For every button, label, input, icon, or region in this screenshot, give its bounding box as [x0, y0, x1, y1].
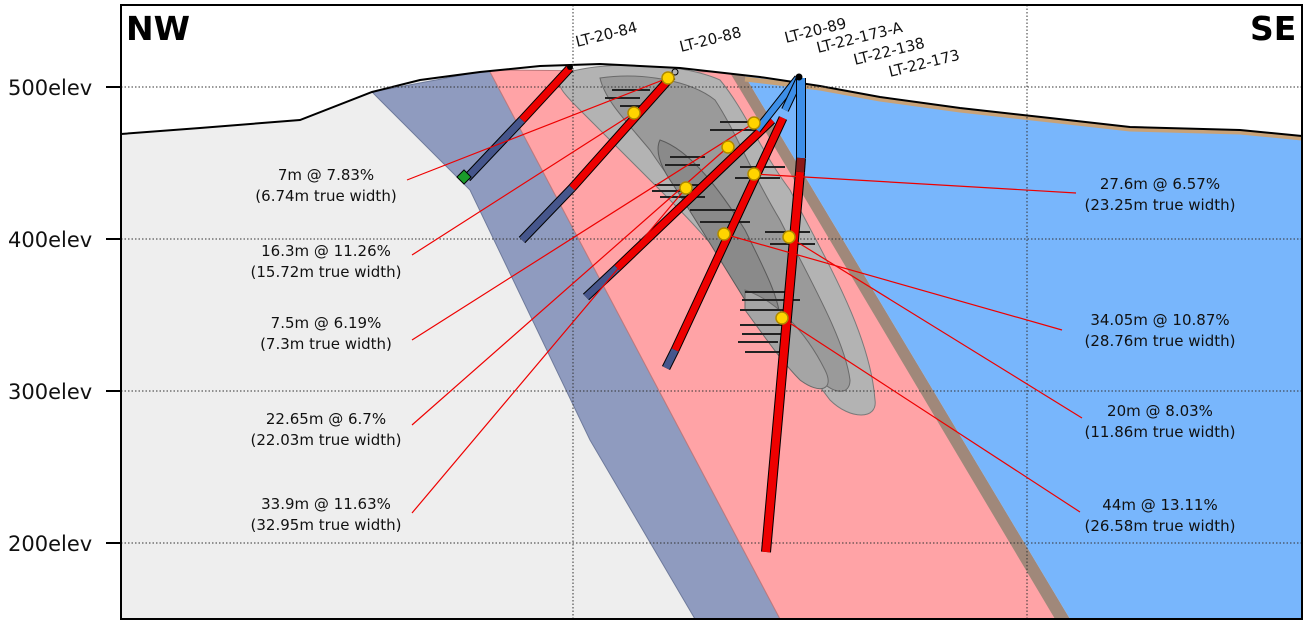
- callout-grade: 22.65m @ 6.7%: [266, 410, 386, 428]
- callout-grade: 20m @ 8.03%: [1107, 402, 1213, 420]
- intercept-markers: [627, 71, 796, 325]
- callout-grade: 7.5m @ 6.19%: [271, 314, 382, 332]
- direction-label-nw: NW: [126, 9, 190, 48]
- callout-true-width: (6.74m true width): [255, 187, 396, 205]
- callout-grade: 34.05m @ 10.87%: [1090, 311, 1229, 329]
- leader-lines: [406, 77, 1083, 514]
- callout-true-width: (23.25m true width): [1085, 196, 1236, 214]
- collar-lt-20-84: [567, 64, 573, 70]
- elevation-grid: [121, 5, 1302, 619]
- callout-grade: 7m @ 7.83%: [278, 166, 374, 184]
- callout-grade: 44m @ 13.11%: [1102, 496, 1217, 514]
- drillhole-end-marker: [456, 169, 472, 185]
- elevation-label-300: 300elev: [8, 380, 92, 404]
- callout-true-width: (26.58m true width): [1085, 517, 1236, 535]
- callout-true-width: (32.95m true width): [251, 516, 402, 534]
- intercept-marker: [717, 227, 731, 241]
- callout-grade: 27.6m @ 6.57%: [1100, 175, 1220, 193]
- intercept-marker: [747, 116, 761, 130]
- elevation-axis: [106, 86, 121, 544]
- callout-true-width: (22.03m true width): [251, 431, 402, 449]
- callouts-right: 27.6m @ 6.57% (23.25m true width) 34.05m…: [1085, 175, 1236, 535]
- collar-lt-20-88: [671, 68, 679, 76]
- overburden-strip: [744, 76, 1303, 141]
- intercept-marker: [775, 311, 789, 325]
- ground-cover: [121, 5, 1302, 136]
- assay-histograms: [605, 89, 815, 353]
- collar-lt-20-89: [795, 73, 803, 81]
- intercept-marker: [661, 71, 675, 85]
- direction-label-se: SE: [1250, 9, 1296, 48]
- callout-true-width: (11.86m true width): [1085, 423, 1236, 441]
- intercept-marker: [627, 106, 641, 120]
- topography: [120, 5, 1303, 141]
- callout-true-width: (7.3m true width): [260, 335, 392, 353]
- intercept-marker: [679, 181, 693, 195]
- east-unit: [745, 76, 1302, 619]
- intercept-marker: [721, 140, 735, 154]
- section-frame: [120, 4, 1303, 620]
- topographic-surface: [120, 62, 1303, 137]
- elevation-label-200: 200elev: [8, 532, 92, 556]
- intercept-marker: [782, 230, 796, 244]
- callout-grade: 33.9m @ 11.63%: [261, 495, 391, 513]
- brown-contact-band: [730, 72, 1070, 619]
- callout-grade: 16.3m @ 11.26%: [261, 242, 391, 260]
- callout-true-width: (15.72m true width): [251, 263, 402, 281]
- callouts-left: 7m @ 7.83% (6.74m true width) 16.3m @ 11…: [251, 166, 402, 534]
- elevation-label-500: 500elev: [8, 76, 92, 100]
- intercept-marker: [747, 167, 761, 181]
- callout-true-width: (28.76m true width): [1085, 332, 1236, 350]
- elevation-label-400: 400elev: [8, 228, 92, 252]
